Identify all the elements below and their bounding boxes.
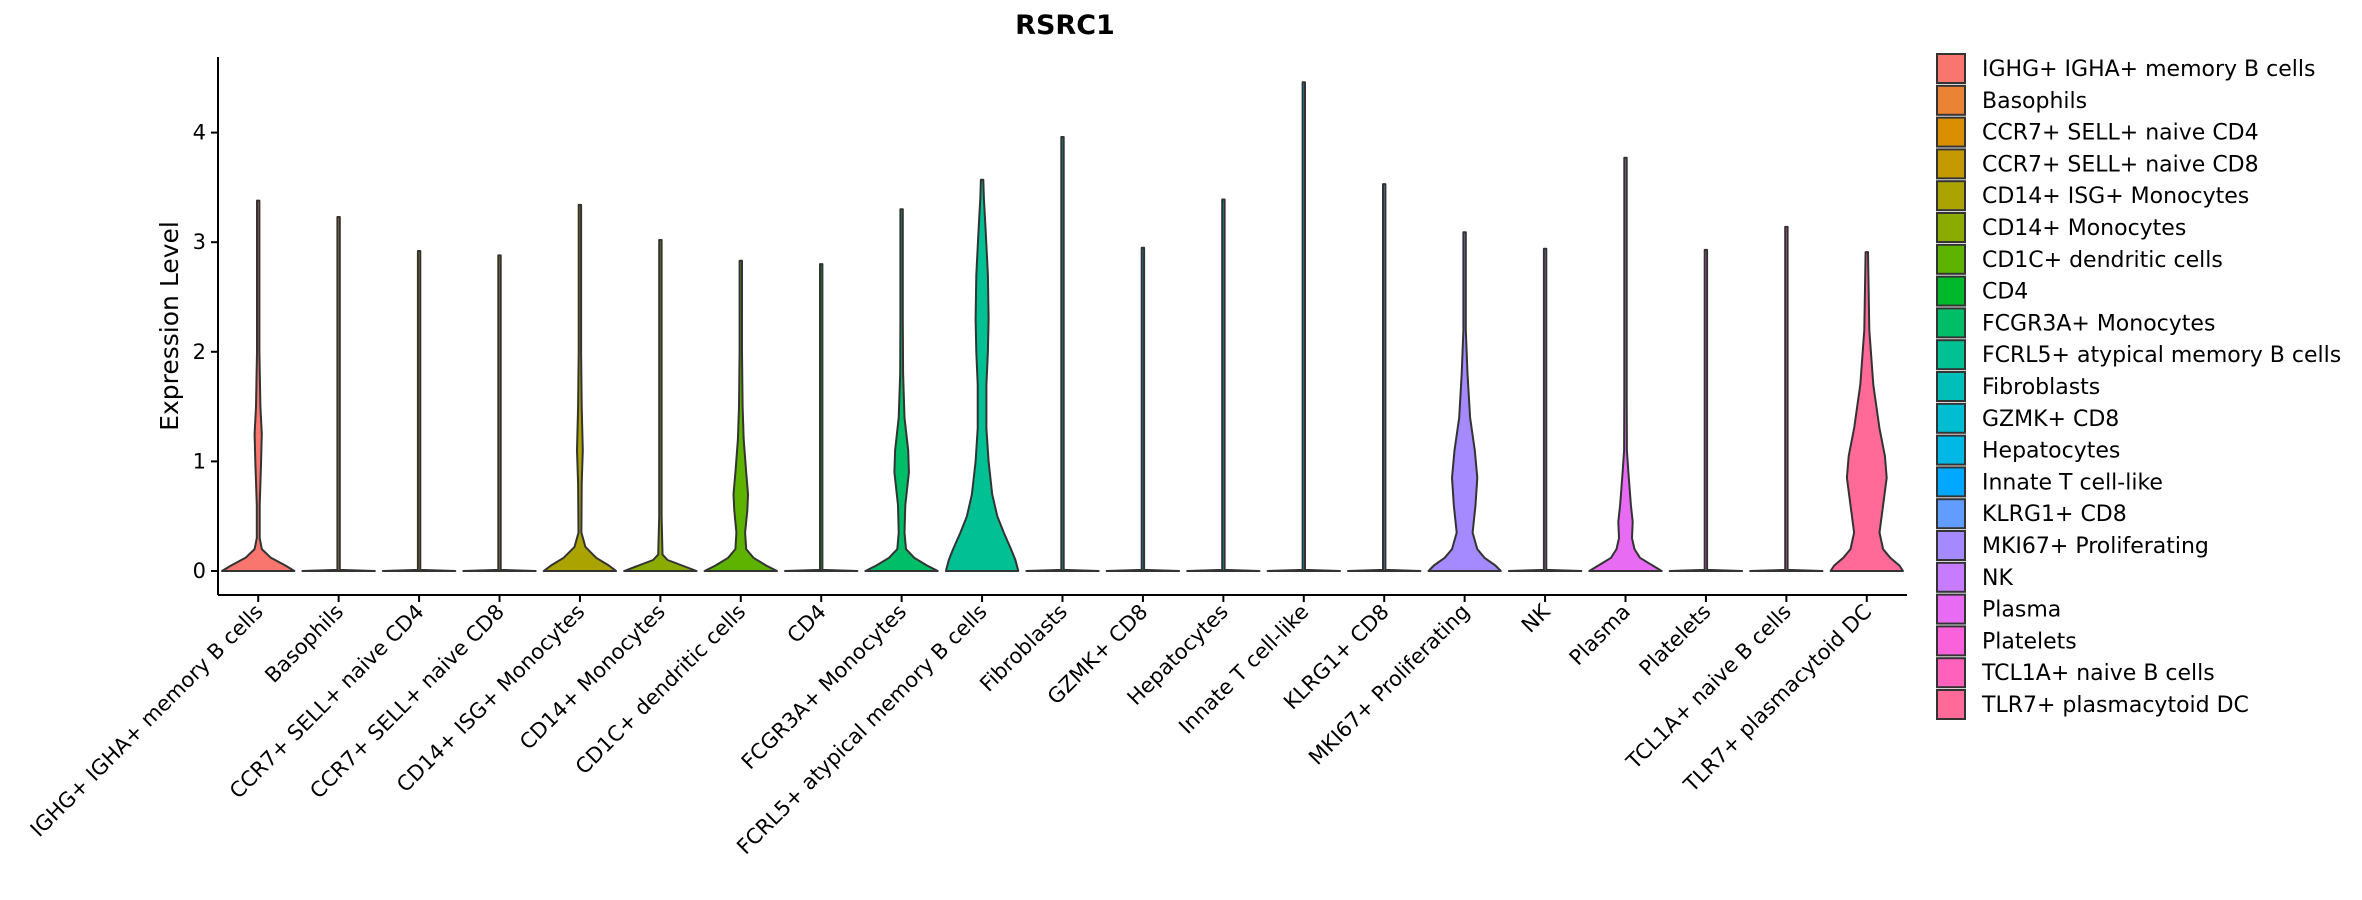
violin-11 bbox=[1105, 246, 1181, 572]
violin-3 bbox=[462, 254, 537, 572]
legend-key-13 bbox=[1936, 466, 1966, 498]
x-tick-label: CD1C+ dendritic cells bbox=[571, 600, 751, 780]
x-tick-label: CD14+ Monocytes bbox=[515, 600, 670, 755]
violin-15 bbox=[1427, 231, 1502, 572]
violin-9 bbox=[944, 178, 1020, 572]
violin-13 bbox=[1266, 81, 1341, 572]
legend-label: MKI67+ Proliferating bbox=[1982, 534, 2209, 559]
legend-key-9 bbox=[1936, 339, 1966, 371]
violin-4 bbox=[542, 203, 618, 572]
violin-0 bbox=[221, 199, 296, 572]
violin-2 bbox=[381, 250, 457, 572]
x-tick-label: Platelets bbox=[1635, 600, 1716, 681]
violin-8 bbox=[864, 208, 939, 572]
legend-key-14 bbox=[1936, 498, 1966, 530]
x-axis: IGHG+ IGHA+ memory B cellsBasophilsCCR7+… bbox=[26, 594, 1907, 859]
legend-key-19 bbox=[1936, 657, 1966, 689]
legend-label: CD14+ ISG+ Monocytes bbox=[1982, 184, 2249, 209]
legend-key-6 bbox=[1936, 243, 1966, 275]
legend-label: TLR7+ plasmacytoid DC bbox=[1981, 693, 2249, 718]
violin-19 bbox=[1749, 225, 1824, 572]
violin-18 bbox=[1668, 248, 1744, 572]
legend-label: Basophils bbox=[1982, 89, 2087, 114]
violin-6 bbox=[703, 259, 778, 572]
legend-label: CCR7+ SELL+ naive CD4 bbox=[1982, 121, 2259, 146]
x-tick-label: CD4 bbox=[783, 600, 831, 648]
legend-label: Hepatocytes bbox=[1982, 439, 2120, 464]
legend-key-5 bbox=[1936, 212, 1966, 243]
x-tick-label: Plasma bbox=[1565, 600, 1635, 670]
violin-20 bbox=[1829, 251, 1904, 572]
x-tick-label: TCL1A+ naive B cells bbox=[1621, 600, 1796, 775]
violin-5 bbox=[623, 239, 698, 572]
legend-key-2 bbox=[1936, 116, 1966, 148]
y-tick-label: 1 bbox=[193, 449, 206, 473]
violin-14 bbox=[1347, 183, 1422, 572]
legend-label: CCR7+ SELL+ naive CD8 bbox=[1982, 152, 2259, 177]
y-tick-label: 3 bbox=[193, 230, 206, 254]
x-tick-label: FCGR3A+ Monocytes bbox=[737, 600, 912, 775]
violins-group bbox=[221, 81, 1904, 572]
legend-label: CD1C+ dendritic cells bbox=[1982, 248, 2223, 273]
legend-key-1 bbox=[1936, 84, 1966, 116]
legend: IGHG+ IGHA+ memory B cells Basophils CCR7+… bbox=[1936, 53, 2341, 720]
legend-key-20 bbox=[1936, 689, 1966, 720]
legend-label: FCRL5+ atypical memory B cells bbox=[1982, 343, 2341, 368]
y-axis-label: Expression Level bbox=[155, 221, 184, 431]
legend-key-12 bbox=[1936, 434, 1966, 466]
y-tick-label: 0 bbox=[193, 559, 206, 583]
legend-key-3 bbox=[1936, 148, 1966, 180]
violin-7 bbox=[784, 263, 859, 572]
legend-key-15 bbox=[1936, 530, 1966, 561]
legend-label: Plasma bbox=[1982, 598, 2061, 623]
legend-key-16 bbox=[1936, 561, 1966, 593]
legend-label: KLRG1+ CD8 bbox=[1982, 502, 2127, 527]
legend-label: Fibroblasts bbox=[1982, 375, 2100, 400]
legend-label: Platelets bbox=[1982, 629, 2077, 654]
legend-label: FCGR3A+ Monocytes bbox=[1982, 311, 2215, 336]
legend-key-0 bbox=[1936, 53, 1966, 84]
legend-key-7 bbox=[1936, 275, 1966, 307]
x-tick-label: NK bbox=[1517, 599, 1556, 638]
legend-label: CD4 bbox=[1982, 280, 2028, 305]
x-tick-label: MKI67+ Proliferating bbox=[1304, 600, 1474, 770]
x-tick-label: IGHG+ IGHA+ memory B cells bbox=[26, 600, 268, 842]
legend-key-8 bbox=[1936, 307, 1966, 339]
chart-title: RSRC1 bbox=[1015, 10, 1115, 41]
legend-label: IGHG+ IGHA+ memory B cells bbox=[1982, 57, 2315, 82]
legend-label: CD14+ Monocytes bbox=[1982, 216, 2186, 241]
violin-16 bbox=[1507, 247, 1583, 572]
legend-key-18 bbox=[1936, 625, 1966, 657]
y-tick-label: 4 bbox=[193, 121, 206, 145]
violin-10 bbox=[1025, 136, 1100, 572]
y-tick-label: 2 bbox=[193, 340, 206, 364]
legend-key-10 bbox=[1936, 371, 1966, 402]
legend-key-17 bbox=[1936, 593, 1966, 625]
x-tick-label: Basophils bbox=[260, 600, 348, 688]
legend-label: TCL1A+ naive B cells bbox=[1981, 661, 2215, 686]
violin-12 bbox=[1186, 198, 1261, 572]
legend-key-4 bbox=[1936, 180, 1966, 212]
legend-label: GZMK+ CD8 bbox=[1982, 407, 2119, 432]
violin-1 bbox=[301, 216, 376, 572]
legend-label: NK bbox=[1982, 566, 2013, 591]
legend-label: Innate T cell-like bbox=[1982, 470, 2163, 495]
violin-17 bbox=[1588, 156, 1663, 572]
legend-key-11 bbox=[1936, 402, 1966, 434]
y-axis: 0 1 2 3 4 bbox=[193, 57, 219, 595]
